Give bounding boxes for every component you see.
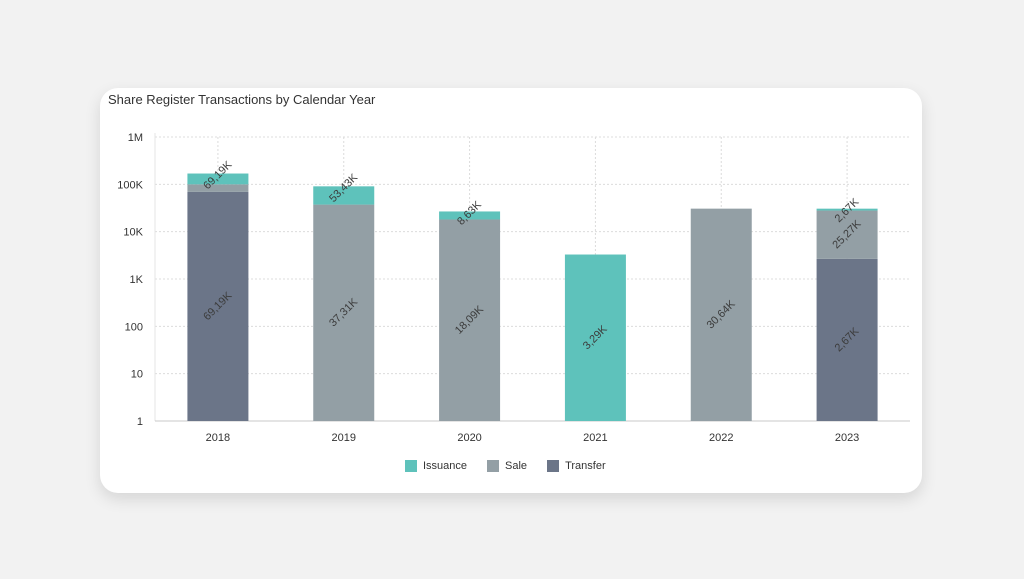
x-tick-label-2023: 2023 bbox=[835, 432, 859, 444]
y-tick-label: 1K bbox=[130, 274, 144, 286]
bar-2023-sale bbox=[816, 210, 878, 259]
y-tick-label: 1 bbox=[137, 416, 143, 428]
y-tick-label: 10K bbox=[123, 227, 143, 239]
bar-2019-sale bbox=[313, 204, 375, 421]
y-tick-label: 10 bbox=[131, 369, 143, 381]
bar-2018-issuance bbox=[187, 173, 249, 185]
bar-2020-issuance bbox=[439, 211, 501, 220]
bar-2021-issuance bbox=[564, 254, 626, 421]
bar-2020-sale bbox=[439, 219, 501, 421]
x-tick-label-2018: 2018 bbox=[206, 432, 230, 444]
legend-label-transfer: Transfer bbox=[565, 460, 606, 472]
chart-legend: Issuance Sale Transfer bbox=[405, 460, 606, 472]
chart-title: Share Register Transactions by Calendar … bbox=[108, 92, 376, 107]
bar-2023-issuance bbox=[816, 208, 878, 211]
x-tick-label-2020: 2020 bbox=[457, 432, 481, 444]
bar-2019-issuance bbox=[313, 186, 375, 205]
legend-item-issuance[interactable]: Issuance bbox=[405, 460, 467, 472]
x-tick-label-2019: 2019 bbox=[332, 432, 356, 444]
y-tick-label: 100K bbox=[117, 179, 143, 191]
bar-2018-sale bbox=[187, 184, 249, 192]
y-tick-label: 100 bbox=[125, 321, 143, 333]
bar-2023-transfer bbox=[816, 258, 878, 421]
legend-item-sale[interactable]: Sale bbox=[487, 460, 527, 472]
x-tick-label-2021: 2021 bbox=[583, 432, 607, 444]
legend-label-issuance: Issuance bbox=[423, 460, 468, 472]
bar-2022-sale bbox=[690, 208, 752, 421]
legend-swatch-issuance bbox=[405, 460, 417, 472]
legend-swatch-sale bbox=[487, 460, 500, 472]
legend-swatch-transfer bbox=[547, 460, 560, 472]
legend-item-transfer[interactable]: Transfer bbox=[547, 460, 606, 472]
bar-2018-transfer bbox=[187, 191, 249, 421]
y-tick-label: 1M bbox=[128, 132, 143, 144]
x-tick-label-2022: 2022 bbox=[709, 432, 733, 444]
legend-label-sale: Sale bbox=[505, 460, 528, 472]
